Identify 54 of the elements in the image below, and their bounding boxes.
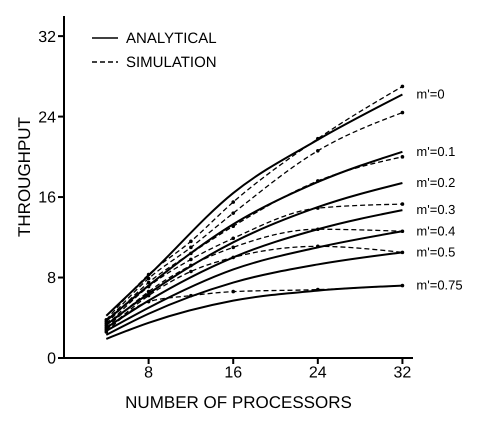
annotation: ANALYTICAL	[126, 30, 217, 46]
point	[189, 246, 193, 250]
point	[316, 179, 320, 183]
x-tick-label: 24	[308, 364, 327, 382]
point	[231, 200, 236, 204]
point	[316, 244, 320, 248]
point	[146, 272, 150, 276]
point	[146, 300, 150, 304]
point	[189, 258, 193, 262]
point	[400, 84, 404, 88]
point	[231, 246, 236, 250]
point	[316, 206, 320, 210]
point	[400, 229, 404, 234]
point	[400, 110, 404, 114]
point	[231, 211, 236, 215]
point	[189, 294, 193, 298]
point	[316, 148, 320, 153]
point	[400, 250, 404, 254]
series-label: m'=0.2	[416, 174, 456, 190]
x-tick-label: 8	[144, 364, 154, 382]
x-tick-label: 32	[394, 364, 412, 382]
point	[146, 294, 150, 298]
point	[400, 284, 404, 288]
point	[189, 240, 193, 244]
point	[146, 290, 150, 294]
series-label: m'=0.75	[416, 278, 463, 293]
x-tick-label: 16	[224, 364, 242, 382]
y-axis-title: THROUGHPUT	[15, 117, 34, 237]
point	[146, 284, 150, 288]
point	[189, 264, 193, 268]
point	[316, 136, 320, 141]
point	[316, 227, 320, 232]
y-tick-label: 0	[47, 350, 56, 368]
series-label: m'=0.3	[416, 202, 456, 218]
y-tick-label: 16	[38, 190, 56, 207]
point	[146, 280, 150, 284]
point	[231, 224, 236, 228]
point	[400, 202, 404, 206]
annotation: SIMULATION	[126, 54, 217, 70]
y-tick-label: 8	[47, 270, 56, 288]
point	[189, 252, 193, 256]
point	[400, 155, 404, 159]
series-label: m'=0.5	[416, 244, 456, 260]
series-label: m'=0.1	[416, 144, 456, 159]
point	[231, 290, 236, 294]
point	[146, 276, 150, 280]
series-label: m'=0	[416, 86, 445, 102]
point	[231, 236, 236, 240]
series-label: m'=0.4	[416, 223, 456, 238]
x-axis-title: NUMBER OF PROCESSORS	[125, 393, 352, 412]
y-tick-label: 32	[38, 28, 56, 46]
point	[189, 270, 193, 274]
point	[231, 256, 236, 260]
y-tick-label: 24	[38, 109, 56, 126]
